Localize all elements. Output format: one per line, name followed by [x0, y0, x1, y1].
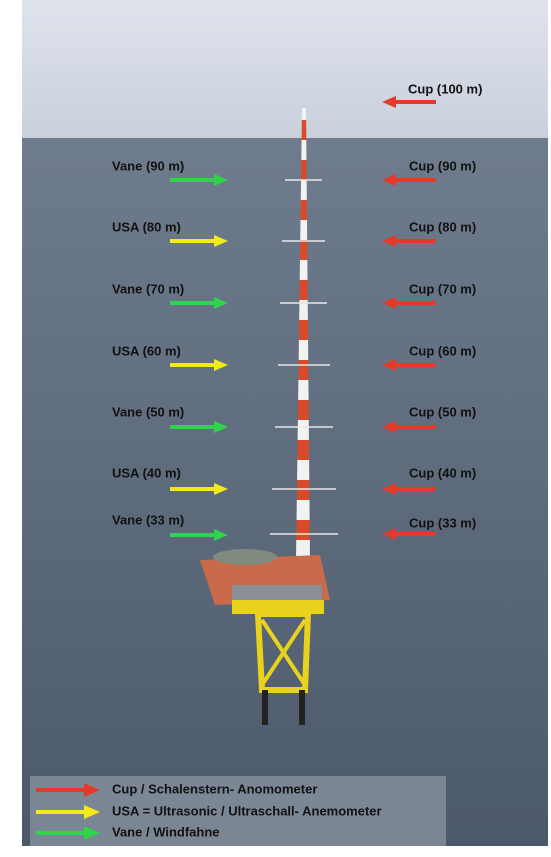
sky	[22, 0, 548, 138]
label: USA (40 m)	[112, 465, 181, 480]
label: Cup (50 m)	[409, 404, 476, 419]
label: Cup (100 m)	[408, 81, 482, 96]
label: Cup (60 m)	[409, 343, 476, 358]
legend-text: USA = Ultrasonic / Ultraschall- Anemomet…	[112, 803, 382, 818]
arrows	[170, 96, 436, 541]
label: USA (60 m)	[112, 343, 181, 358]
tower	[200, 108, 338, 725]
label: Cup (80 m)	[409, 219, 476, 234]
label: Cup (70 m)	[409, 281, 476, 296]
legend-text: Cup / Schalenstern- Anomometer	[112, 781, 317, 796]
label: Cup (40 m)	[409, 465, 476, 480]
legend: Cup / Schalenstern- Anomometer USA = Ult…	[30, 776, 446, 846]
label: Cup (90 m)	[409, 158, 476, 173]
legend-text: Vane / Windfahne	[112, 824, 220, 839]
label: Vane (33 m)	[112, 512, 184, 527]
label: Cup (33 m)	[409, 515, 476, 530]
sea	[22, 138, 548, 846]
label: Vane (50 m)	[112, 404, 184, 419]
label: Vane (90 m)	[112, 158, 184, 173]
label: Vane (70 m)	[112, 281, 184, 296]
label: USA (80 m)	[112, 219, 181, 234]
